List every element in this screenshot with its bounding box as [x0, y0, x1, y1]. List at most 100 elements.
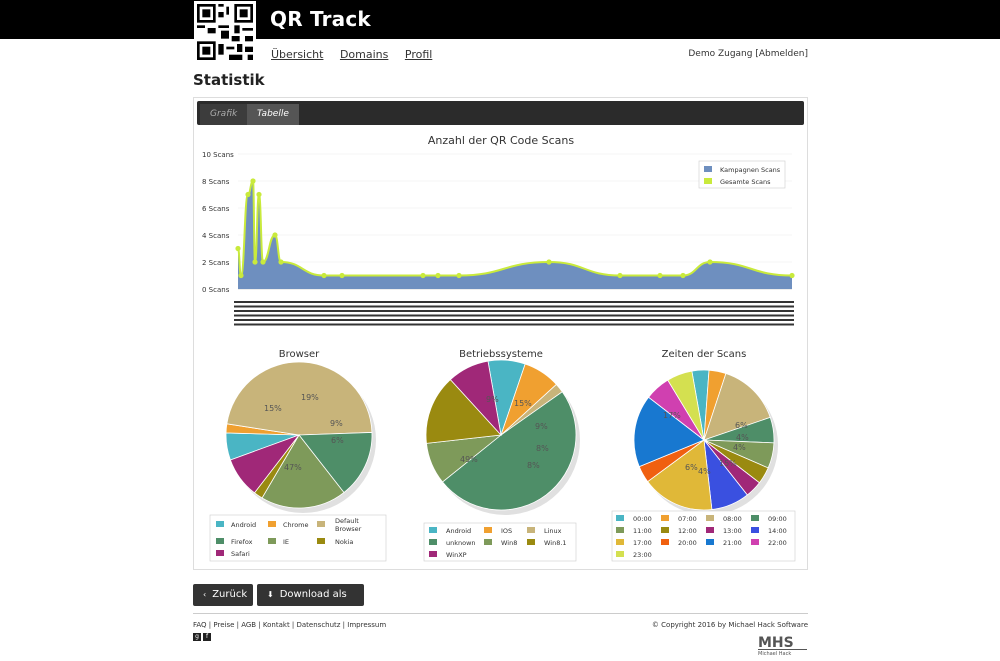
pie-browser-label-9: 9%: [330, 419, 343, 428]
legend-time-1300: 13:00: [723, 527, 742, 535]
data-point: [617, 272, 623, 279]
tab-tabelle[interactable]: Tabelle: [247, 104, 299, 125]
legend-os-linux: Linux: [544, 527, 562, 535]
legend-time-0000: 00:00: [633, 515, 652, 523]
pie-slice: [703, 373, 771, 441]
pie-slice: [261, 434, 345, 509]
mhs-logo-text: MHS: [758, 635, 794, 651]
google-plus-icon[interactable]: g: [193, 633, 201, 641]
tab-bar: Grafik Tabelle: [197, 101, 804, 125]
data-point: [321, 272, 327, 279]
pie-browser-label-6: 6%: [331, 436, 344, 445]
pie-slice: [229, 434, 301, 494]
x-tick-labels-row: [234, 301, 794, 303]
pie-os-legend: Android IOS Linux unknown Win8 Win8.1 Wi…: [423, 522, 577, 562]
data-point: [680, 272, 686, 279]
area-series-kampagnen: [238, 181, 792, 289]
x-axis-labels: [234, 301, 794, 326]
legend-android: Android: [231, 521, 256, 529]
social-icons: g f: [193, 633, 211, 641]
pie-os-label-49: 49%: [460, 455, 478, 464]
pie-slice: [441, 391, 577, 511]
x-tick-labels-row: [234, 319, 794, 321]
pie-os-label-8: 8%: [536, 444, 549, 453]
pie-times-label-4b: 4%: [733, 443, 746, 452]
legend-os-winxp: WinXP: [446, 551, 467, 559]
account-link[interactable]: Demo Zugang [Abmelden]: [688, 49, 808, 59]
legend-time-1200: 12:00: [678, 527, 697, 535]
x-tick-labels-row: [234, 305, 794, 308]
nav-domains[interactable]: Domains: [339, 48, 389, 61]
pie-times-legend: 00:00 07:00 08:00 09:00 11:00 12:00 13:0…: [611, 510, 796, 562]
pie-os-title: Betriebssysteme: [459, 349, 543, 360]
nav-profil[interactable]: Profil: [404, 48, 433, 61]
legend-swatch-gesamte: [704, 178, 712, 184]
legend-swatch-kampagnen: [704, 166, 712, 172]
legend-time-2200: 22:00: [768, 539, 787, 547]
legend-time-2300: 23:00: [633, 551, 652, 559]
pie-browser-title: Browser: [279, 349, 320, 360]
legend-nokia: Nokia: [335, 538, 353, 546]
qr-logo-icon[interactable]: [194, 1, 256, 63]
back-button[interactable]: ‹ Zurück: [193, 584, 253, 606]
pie-browser-legend: Android Chrome Default Browser Firefox I…: [209, 514, 387, 562]
legend-firefox: Firefox: [231, 538, 253, 546]
pie-slice: [298, 432, 373, 494]
data-point: [789, 272, 795, 279]
data-point: [435, 272, 441, 279]
pie-times-title: Zeiten der Scans: [662, 349, 747, 360]
charts-canvas: Anzahl der QR Code Scans 0 Scans 2 Scans…: [202, 134, 796, 562]
top-bar: [0, 0, 1000, 39]
pie-slice: [633, 396, 705, 468]
data-point: [657, 272, 663, 279]
pie-browser: [225, 361, 376, 513]
legend-chrome: Chrome: [283, 521, 309, 529]
pie-os-label-15: 15%: [514, 399, 532, 408]
download-csv-button[interactable]: ⬇ Download als CSV: [257, 584, 364, 622]
mhs-logo: MHS Michael Hack: [757, 633, 808, 657]
pie-times-label-6b: 6%: [685, 463, 698, 472]
data-point: [420, 272, 426, 279]
brand-title[interactable]: QR Track: [270, 7, 371, 31]
main-nav: Übersicht Domains Profil: [271, 48, 445, 61]
pie-slice: [449, 360, 502, 437]
y-tick-6: 6 Scans: [202, 205, 230, 213]
legend-time-1100: 11:00: [633, 527, 652, 535]
page-title: Statistik: [193, 71, 265, 89]
data-point: [546, 259, 552, 265]
pie-times-label-4: 4%: [736, 433, 749, 442]
area-chart-legend: Kampagnen Scans Gesamte Scans: [698, 160, 786, 189]
legend-os-android: Android: [446, 527, 471, 535]
data-point: [339, 272, 345, 279]
download-icon: ⬇: [267, 590, 274, 599]
footer-divider: [193, 613, 808, 614]
data-point: [256, 191, 262, 198]
y-tick-8: 8 Scans: [202, 178, 230, 186]
mhs-logo-sub: Michael Hack: [758, 651, 791, 657]
facebook-icon[interactable]: f: [203, 633, 211, 641]
data-point: [250, 178, 256, 184]
pie-os: [425, 359, 580, 515]
pie-os-label-8b: 8%: [527, 461, 540, 470]
legend-os-unknown: unknown: [446, 539, 476, 547]
download-csv-label: Download als CSV: [267, 589, 347, 622]
pie-browser-label-15: 15%: [264, 404, 282, 413]
tab-grafik[interactable]: Grafik: [200, 104, 248, 125]
x-tick-labels-row: [234, 310, 794, 312]
data-point: [278, 259, 284, 265]
footer-links[interactable]: FAQ | Preise | AGB | Kontakt | Datenschu…: [193, 621, 387, 629]
legend-safari: Safari: [231, 550, 250, 558]
data-point: [260, 259, 266, 265]
nav-uebersicht[interactable]: Übersicht: [271, 48, 324, 61]
legend-time-2000: 20:00: [678, 539, 697, 547]
legend-ie: IE: [283, 538, 289, 546]
pie-browser-label-19: 19%: [301, 393, 319, 402]
y-tick-10: 10 Scans: [202, 151, 234, 159]
area-chart-title: Anzahl der QR Code Scans: [428, 134, 575, 147]
data-point: [707, 259, 713, 265]
x-tick-labels-row: [234, 314, 794, 317]
pie-times-label-6: 6%: [735, 421, 748, 430]
y-tick-2: 2 Scans: [202, 259, 230, 267]
copyright: © Copyright 2016 by Michael Hack Softwar…: [651, 621, 808, 629]
legend-time-0900: 09:00: [768, 515, 787, 523]
